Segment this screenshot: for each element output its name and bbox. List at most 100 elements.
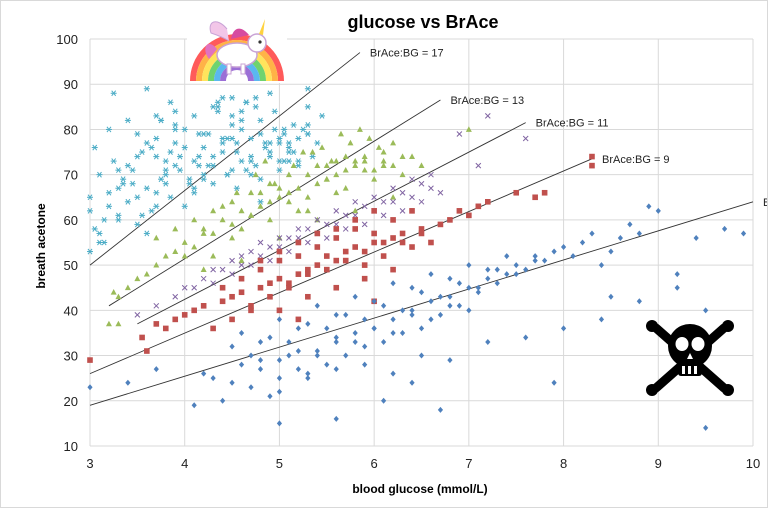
data-point-triangle [153, 261, 160, 268]
data-point-x [248, 262, 254, 268]
data-point-diamond [608, 248, 614, 255]
data-point-x [428, 185, 434, 192]
data-point-diamond [267, 393, 273, 400]
data-point-asterisk [266, 90, 273, 97]
data-point-asterisk [87, 207, 93, 214]
data-point-diamond [447, 302, 453, 309]
data-point-asterisk [233, 140, 240, 146]
reference-line-label: BrAce:BG = 13 [450, 95, 524, 107]
data-point-asterisk [200, 171, 207, 178]
data-point-diamond [437, 293, 444, 300]
data-point-diamond [655, 207, 661, 214]
data-point-asterisk [243, 167, 250, 174]
data-point-triangle [229, 221, 236, 227]
data-point-square [295, 271, 302, 277]
data-point-diamond [693, 234, 699, 241]
data-point-square [371, 208, 377, 214]
data-point-square [333, 226, 340, 232]
data-point-asterisk [158, 176, 165, 183]
data-point-triangle [295, 207, 302, 214]
data-point-diamond [87, 384, 93, 391]
data-point-diamond [399, 329, 406, 336]
data-point-x [352, 198, 359, 205]
data-point-asterisk [172, 140, 179, 146]
data-point-x [295, 226, 302, 232]
data-point-asterisk [257, 176, 264, 183]
data-point-asterisk [219, 140, 226, 146]
data-point-triangle [418, 162, 425, 169]
data-point-triangle [309, 148, 316, 155]
data-point-diamond [238, 361, 245, 368]
data-point-square [276, 248, 283, 255]
data-point-asterisk [87, 248, 93, 255]
data-point-diamond [399, 307, 406, 314]
data-point-asterisk [162, 167, 169, 174]
data-point-asterisk [148, 207, 155, 214]
reference-line [108, 99, 441, 307]
data-point-asterisk [134, 194, 141, 201]
reference-labels-layer: BrAce:BG = 17 BrAce:BG = 13 BrAce:BG = 11 B… [370, 48, 767, 209]
data-point-asterisk [105, 189, 112, 196]
data-point-square [248, 303, 254, 309]
data-point-diamond [523, 334, 529, 341]
data-point-asterisk [181, 126, 188, 133]
data-point-square [342, 257, 349, 264]
data-point-square [139, 334, 145, 341]
data-point-diamond [418, 325, 425, 332]
data-point-square [475, 203, 482, 210]
data-point-diamond [220, 397, 226, 404]
data-point-asterisk [285, 144, 292, 151]
data-point-asterisk [290, 149, 297, 155]
data-point-diamond [437, 311, 444, 318]
data-point-x [276, 244, 283, 250]
data-point-asterisk [186, 180, 193, 187]
data-point-asterisk [276, 167, 283, 174]
data-point-asterisk [229, 167, 236, 174]
reference-line [89, 201, 754, 406]
data-point-diamond [371, 325, 377, 332]
data-point-square [323, 253, 330, 259]
data-point-triangle [252, 171, 259, 178]
data-point-asterisk [295, 162, 302, 169]
data-point-asterisk [281, 158, 288, 165]
data-point-asterisk [295, 158, 302, 165]
data-point-diamond [324, 361, 330, 368]
x-tick-label: 10 [746, 456, 760, 471]
data-point-diamond [437, 406, 444, 413]
data-point-x [418, 198, 425, 205]
data-point-diamond [466, 262, 472, 269]
data-point-diamond [390, 316, 396, 323]
data-point-triangle [290, 162, 297, 169]
data-point-triangle [347, 139, 354, 146]
reference-line-label: BrAce:BG = 6 [763, 197, 767, 209]
data-point-square [513, 189, 520, 196]
data-point-asterisk [238, 158, 245, 165]
data-point-triangle [323, 162, 330, 169]
data-point-square [333, 257, 340, 264]
data-point-diamond [646, 203, 652, 210]
y-tick-label: 20 [64, 394, 78, 409]
data-point-triangle [375, 144, 382, 150]
data-point-triangle [328, 157, 335, 164]
data-point-asterisk [96, 239, 103, 246]
data-point-asterisk [271, 108, 278, 115]
data-point-asterisk [290, 122, 297, 128]
data-point-asterisk [134, 153, 141, 160]
data-point-triangle [352, 207, 359, 214]
data-point-x [323, 235, 330, 241]
x-tick-label: 4 [181, 456, 188, 471]
data-point-diamond [286, 352, 292, 359]
data-point-diamond [390, 370, 396, 377]
data-point-diamond [504, 271, 510, 278]
data-point-triangle [229, 234, 236, 241]
data-point-triangle [210, 207, 217, 214]
data-point-asterisk [238, 108, 245, 115]
data-point-asterisk [129, 167, 136, 174]
data-point-x [172, 293, 179, 300]
data-point-triangle [200, 225, 207, 232]
data-point-square [352, 217, 358, 223]
data-point-asterisk [181, 203, 188, 210]
data-point-triangle [361, 166, 368, 173]
data-point-asterisk [262, 144, 269, 151]
data-point-asterisk [252, 162, 259, 169]
